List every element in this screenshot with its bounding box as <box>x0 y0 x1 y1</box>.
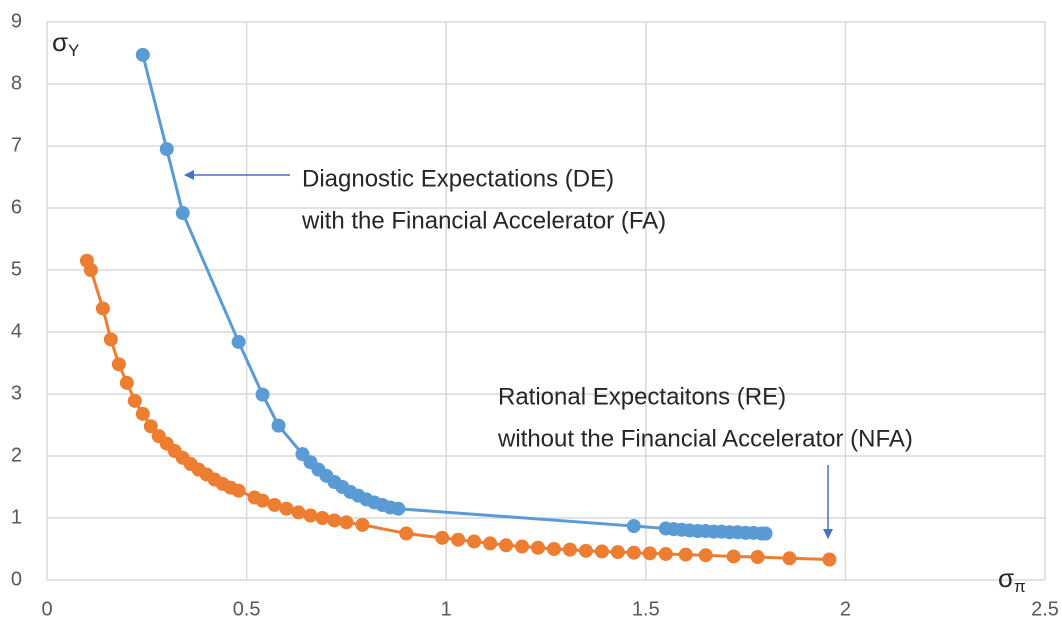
point <box>435 530 450 545</box>
y-tick-label: 6 <box>11 196 22 218</box>
series-line <box>141 54 766 535</box>
point <box>127 393 142 408</box>
point <box>578 543 593 558</box>
point <box>531 540 546 555</box>
y-label-subscript: Y <box>68 41 79 60</box>
point <box>467 534 482 549</box>
y-tick-label: 9 <box>11 10 22 32</box>
point <box>315 511 330 525</box>
annotation: Rational Expectaitons (RE) <box>498 383 786 410</box>
point <box>483 536 498 551</box>
point <box>159 142 174 157</box>
point <box>642 546 657 561</box>
point <box>594 544 609 559</box>
x-tick-label: 2 <box>840 598 851 620</box>
point <box>451 532 466 547</box>
point <box>143 419 158 434</box>
y-tick-label: 1 <box>11 506 22 528</box>
point <box>291 505 306 520</box>
x-tick-label: 0 <box>41 598 52 620</box>
point <box>255 387 270 402</box>
x-tick-label: 2.5 <box>1031 598 1059 620</box>
y-axis-label: σY <box>52 27 79 61</box>
point <box>111 357 126 372</box>
point <box>758 526 773 541</box>
marks <box>79 47 837 567</box>
y-tick-label: 8 <box>11 72 22 94</box>
y-tick-label: 7 <box>11 134 22 156</box>
x-tick-label: 0.5 <box>233 598 261 620</box>
point <box>726 549 741 564</box>
x-tick-label: 1.5 <box>632 598 660 620</box>
point <box>399 526 414 541</box>
y-tick-label: 0 <box>11 568 22 590</box>
point <box>782 551 797 566</box>
point <box>279 501 294 516</box>
y-label-symbol: σ <box>52 27 68 57</box>
point <box>698 548 713 563</box>
point <box>119 375 134 390</box>
point <box>327 513 342 528</box>
point <box>562 542 577 557</box>
annotation: Diagnostic Expectations (DE) <box>302 165 614 192</box>
point <box>610 545 625 560</box>
x-tick-label: 1 <box>441 598 452 620</box>
y-tick-label: 5 <box>11 258 22 280</box>
point <box>271 418 286 433</box>
point <box>678 547 693 562</box>
grid: 0 1 2 3 4 5 6 7 8 9 0 0.5 1 1.5 2 2.5 <box>11 10 1059 620</box>
point <box>175 205 190 220</box>
point <box>546 542 561 556</box>
point <box>135 47 150 62</box>
point <box>95 301 110 316</box>
point <box>231 483 246 498</box>
point <box>822 552 837 567</box>
point <box>626 519 641 534</box>
point <box>515 539 530 554</box>
point <box>103 332 118 347</box>
point <box>391 501 406 516</box>
point <box>135 406 150 421</box>
y-tick-label: 2 <box>11 444 22 466</box>
point <box>499 538 514 553</box>
y-tick-label: 4 <box>11 320 22 342</box>
point <box>231 334 246 349</box>
y-tick-label: 3 <box>11 382 22 404</box>
point <box>339 515 354 530</box>
annotation: without the Financial Accelerator (NFA) <box>497 425 913 452</box>
point <box>267 497 282 512</box>
x-axis-label: σπ <box>998 563 1026 597</box>
point <box>626 545 641 560</box>
annotation: with the Financial Accelerator (FA) <box>301 207 666 234</box>
point <box>750 550 765 565</box>
point <box>255 493 270 508</box>
point <box>83 263 98 277</box>
x-label-subscript: π <box>1014 577 1026 596</box>
point <box>355 517 370 532</box>
point <box>303 508 318 523</box>
point <box>658 546 673 561</box>
x-label-symbol: σ <box>998 563 1014 593</box>
